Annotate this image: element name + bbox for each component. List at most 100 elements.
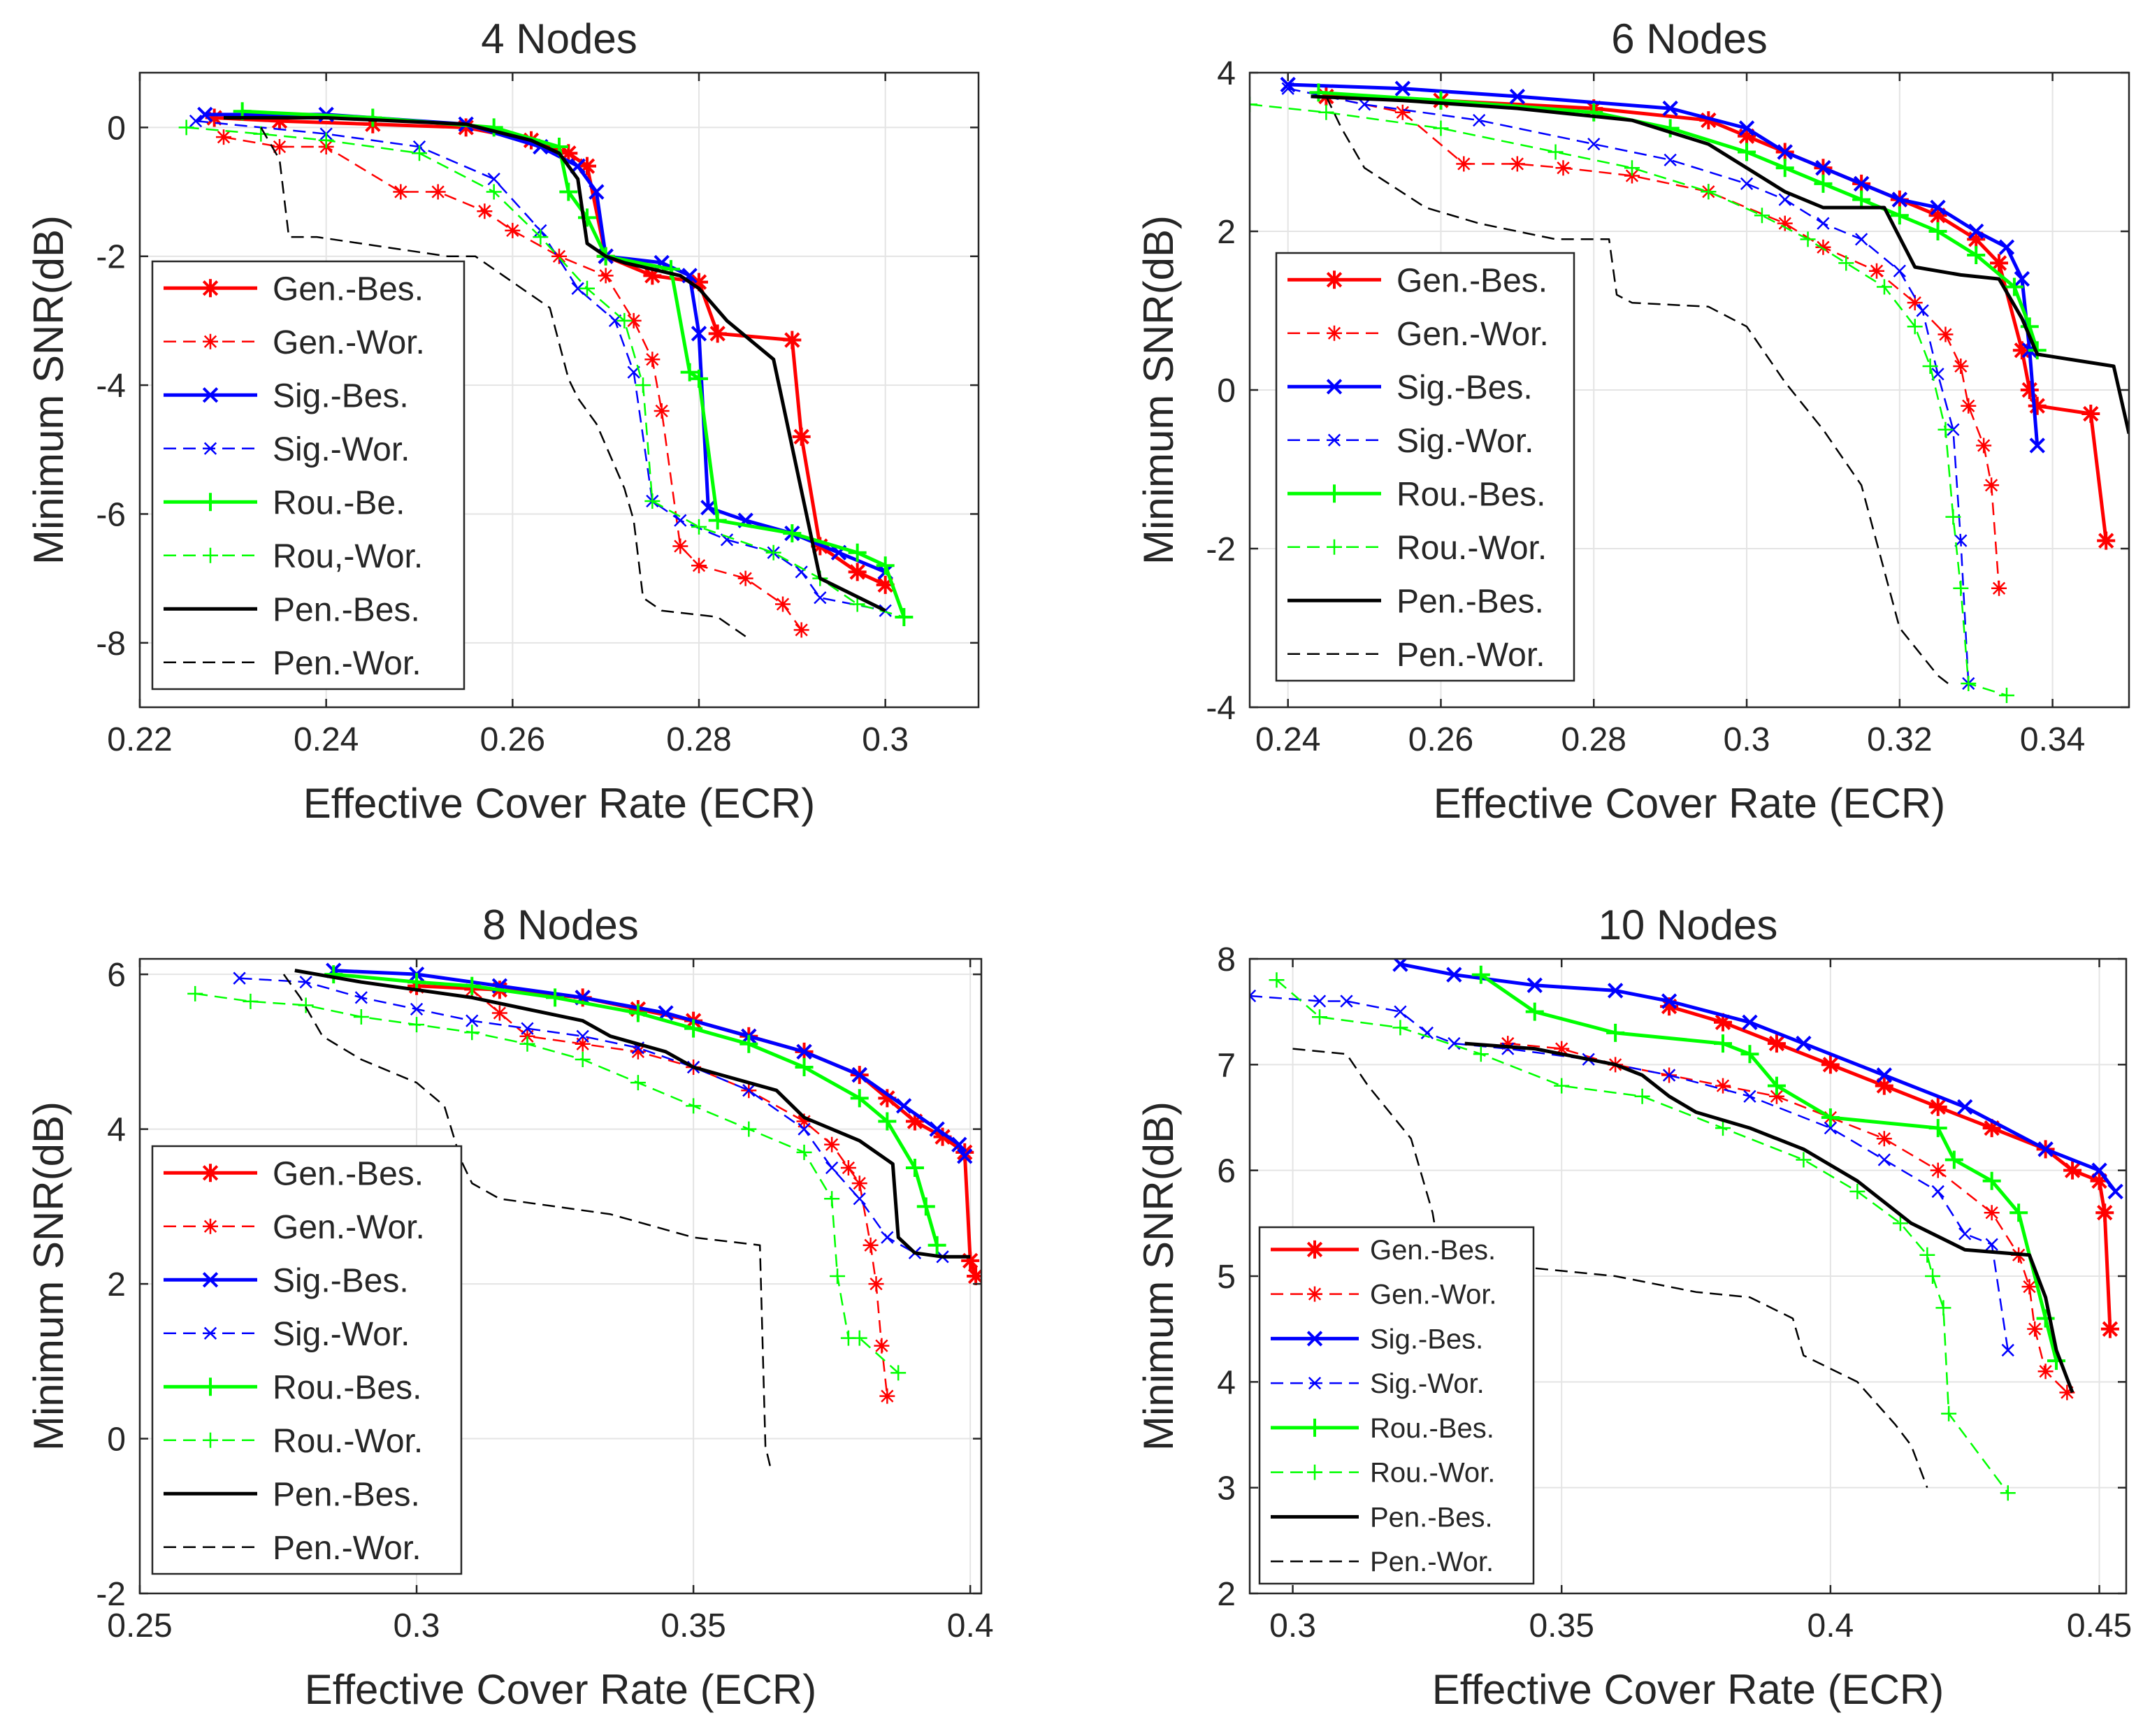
series-gen-bes (1660, 997, 2119, 1338)
data-point (430, 184, 446, 200)
legend-item-gen-wor: Gen.-Wor. (1271, 1280, 1497, 1310)
data-point (783, 331, 802, 349)
y-axis-label: Minimum SNR(dB) (25, 215, 72, 565)
data-point (324, 965, 343, 984)
x-axis-label: Effective Cover Rate (ECR) (305, 1666, 816, 1713)
data-point (1456, 156, 1472, 172)
data-point (576, 1029, 589, 1043)
y-tick-label: 5 (1217, 1259, 1236, 1296)
legend-marker (1327, 325, 1342, 341)
y-tick-label: -4 (1206, 690, 1236, 727)
data-point (363, 108, 382, 127)
x-tick-label: 0.22 (107, 721, 172, 758)
legend-marker (1306, 1240, 1324, 1259)
y-tick-label: -4 (96, 368, 126, 405)
legend-item-sig-bes: Sig.-Bes. (164, 377, 409, 414)
data-point (1740, 177, 1754, 191)
data-point (1893, 264, 1906, 277)
data-point (1958, 1227, 1972, 1240)
legend-marker (203, 1218, 218, 1234)
axes-box (138, 71, 980, 709)
data-point (1928, 206, 1947, 225)
data-point (814, 591, 827, 605)
data-point (1661, 119, 1680, 138)
legend-item-pen-bes: Pen.-Bes. (1287, 583, 1544, 620)
data-point (1928, 222, 1947, 240)
legend-label: Pen.-Wor. (1397, 637, 1545, 674)
data-point (644, 352, 661, 368)
x-tick-label: 0.4 (947, 1607, 994, 1644)
x-tick-label: 0.4 (1807, 1607, 1854, 1644)
x-tick-label: 0.24 (1255, 721, 1320, 758)
legend-label: Gen.-Bes. (273, 1155, 424, 1192)
data-point (2009, 1203, 2028, 1222)
data-point (1714, 1013, 1733, 1032)
data-point (630, 1075, 646, 1091)
series-group (1250, 76, 2129, 703)
data-point (1394, 1005, 1407, 1018)
legend-label: Sig.-Bes. (1370, 1324, 1483, 1354)
legend-marker (1325, 484, 1343, 503)
data-point (1738, 120, 1755, 136)
series-sig-wor (233, 971, 949, 1264)
legend-item-pen-wor: Pen.-Wor. (164, 645, 421, 682)
data-point (1891, 191, 1907, 208)
data-point (354, 991, 368, 1004)
data-point (598, 268, 614, 284)
series-rou-wor (187, 985, 907, 1381)
legend-label: Rou.-Be. (273, 484, 405, 521)
data-point (896, 609, 912, 625)
data-point (796, 1144, 812, 1160)
data-point (879, 1388, 895, 1404)
series-line-pen-bes (294, 969, 971, 1259)
x-tick-label: 0.28 (666, 721, 731, 758)
legend-item-gen-wor: Gen.-Wor. (164, 1209, 425, 1246)
data-point (1944, 1150, 1963, 1169)
data-point (1990, 254, 2009, 273)
legend-marker (201, 1164, 219, 1182)
legend-marker (202, 1272, 219, 1288)
data-point (700, 500, 716, 516)
subplot-10-nodes: 0.3 0.35 0.4 0.45 2 3 4 5 6 7 8 10 Nodes Effective C… (1135, 902, 2132, 1713)
legend-label: Pen.-Wor. (273, 645, 421, 682)
legend-label: Rou.-Wor. (1370, 1458, 1495, 1489)
data-point (1250, 96, 1257, 113)
data-point (1740, 1045, 1759, 1064)
series-line-pen-wor (282, 974, 772, 1470)
data-point (533, 229, 549, 245)
legend-box (1275, 252, 1575, 682)
legend-item-gen-bes: Gen.-Bes. (1287, 262, 1547, 299)
data-point (626, 312, 642, 328)
legend-marker (201, 279, 219, 298)
legend-item-gen-bes: Gen.-Bes. (164, 1155, 424, 1192)
data-point (1976, 437, 1992, 454)
data-point (1824, 1121, 1838, 1135)
series-line-sig-wor (239, 977, 943, 1258)
legend-label: Rou.-Bes. (273, 1369, 421, 1406)
data-point (796, 1043, 812, 1060)
legend-label: Gen.-Wor. (273, 324, 425, 361)
chart-title: 10 Nodes (1599, 902, 1778, 948)
data-point (1907, 295, 1923, 311)
data-point (1815, 160, 1831, 176)
data-point (1471, 965, 1490, 984)
legend-marker (203, 442, 217, 455)
data-point (1982, 1119, 2001, 1138)
series-line-rou-bes (1318, 90, 2040, 352)
data-point (1953, 580, 1969, 596)
data-point (2014, 270, 2030, 287)
legend-marker (1307, 1286, 1322, 1302)
data-point (1922, 358, 1938, 374)
series-group (187, 962, 981, 1470)
data-point (589, 184, 605, 200)
data-point (1775, 159, 1794, 178)
data-point (1554, 1078, 1570, 1094)
data-point (1547, 144, 1564, 160)
data-point (796, 1113, 812, 1129)
data-point (464, 1025, 480, 1041)
data-point (830, 1268, 846, 1284)
legend-label: Rou.-Wor. (273, 1423, 423, 1460)
legend-label: Rou.-Bes. (1370, 1413, 1494, 1444)
data-point (1509, 88, 1526, 105)
data-point (1919, 1247, 1935, 1263)
